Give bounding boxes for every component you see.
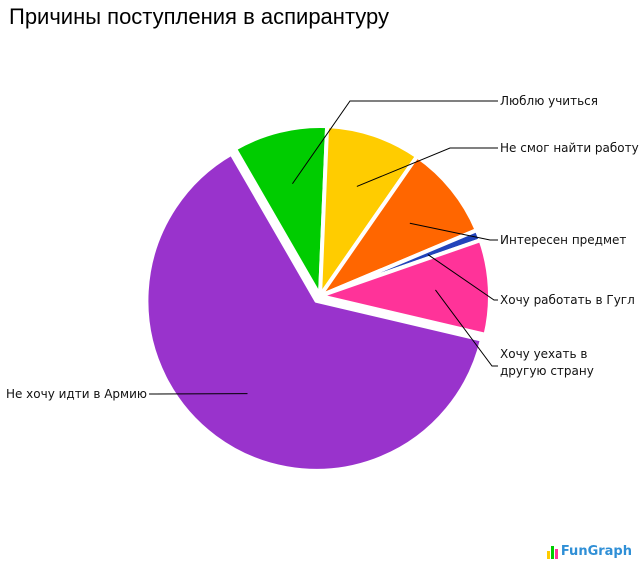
logo-text: FunGraph — [560, 544, 632, 559]
leader-line — [409, 222, 498, 241]
slice-label: Не смог найти работу — [500, 141, 639, 155]
logo-bar — [554, 549, 558, 559]
leader-line — [435, 289, 498, 367]
slice-labels: Люблю учиться Не смог найти работу Интерес… — [6, 94, 639, 401]
logo-bars-icon — [546, 544, 559, 559]
fungraph-logo: FunGraph — [546, 544, 632, 559]
leader-line — [356, 147, 498, 187]
slice-label: Не хочу идти в Армию — [6, 387, 147, 401]
pie-slices — [144, 124, 492, 473]
slice-label: Интересен предмет — [500, 233, 626, 247]
pie-slice — [318, 238, 492, 337]
slice-label: Хочу работать в Гугл — [500, 293, 635, 307]
leader-lines — [149, 100, 498, 395]
logo-bar — [550, 546, 554, 559]
logo-bar — [546, 551, 550, 559]
chart-title: Причины поступления в аспирантуру — [9, 4, 390, 29]
slice-label: Хочу уехать в другую страну — [500, 347, 594, 378]
slice-label: Люблю учиться — [500, 94, 598, 108]
leader-line — [292, 100, 498, 185]
leader-line — [427, 254, 498, 301]
pie-slice — [144, 151, 484, 473]
